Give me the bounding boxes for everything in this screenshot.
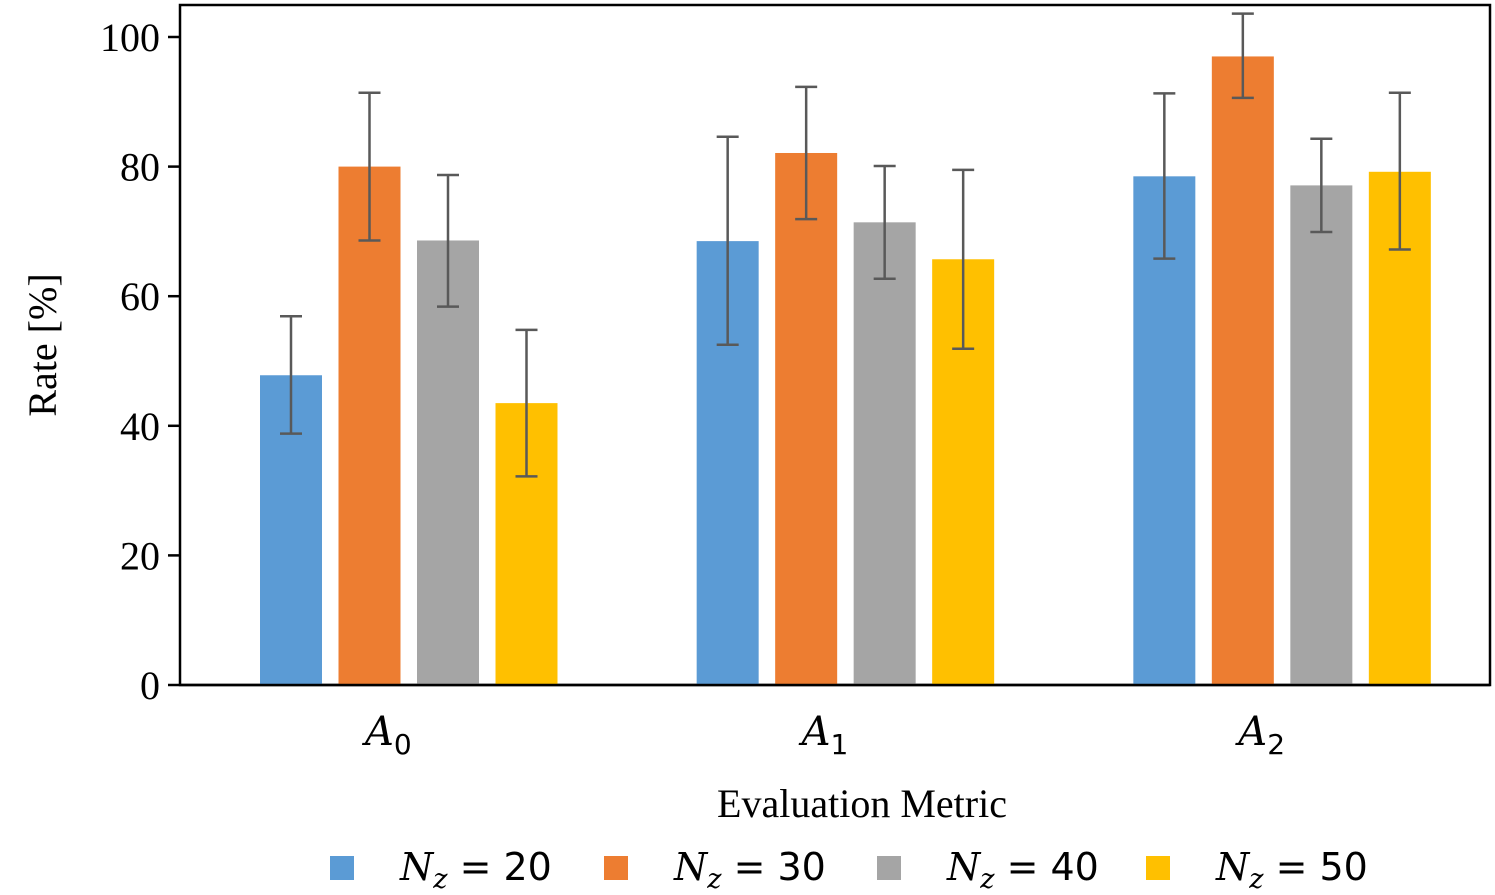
bar xyxy=(338,166,401,686)
y-axis: 0 20 40 60 80 100 xyxy=(100,15,180,708)
y-axis-title: Rate [%] xyxy=(20,273,65,416)
legend-item: Nz = 50 xyxy=(1146,845,1368,895)
legend-swatch xyxy=(330,856,354,880)
legend-label: Nz = 20 xyxy=(399,845,552,895)
error-bar xyxy=(716,135,739,347)
bar xyxy=(1211,56,1274,685)
legend-swatch xyxy=(1146,856,1170,880)
legend: Nz = 20 Nz = 30 Nz = 40 Nz = 50 xyxy=(330,845,1368,895)
legend-item: Nz = 20 xyxy=(330,845,552,895)
x-tick-label: A1 xyxy=(798,709,849,761)
error-bars-layer xyxy=(280,12,1411,478)
bar xyxy=(853,222,916,685)
bars-layer xyxy=(260,56,1431,686)
error-bar xyxy=(952,168,975,350)
y-tick-label: 0 xyxy=(140,663,160,708)
legend-swatch xyxy=(604,856,628,880)
y-tick-label: 100 xyxy=(100,15,160,60)
bar xyxy=(417,240,479,686)
y-tick-label: 20 xyxy=(120,533,160,578)
y-tick-label: 60 xyxy=(120,274,160,319)
x-tick-label: A0 xyxy=(361,709,412,761)
legend-item: Nz = 40 xyxy=(877,845,1099,895)
error-bar xyxy=(515,328,538,478)
legend-swatch xyxy=(877,856,901,880)
x-tick-label: A2 xyxy=(1234,709,1285,761)
error-bar xyxy=(1231,12,1254,100)
bar xyxy=(1368,171,1431,685)
error-bar xyxy=(437,173,459,308)
bar xyxy=(1133,176,1196,685)
y-tick-label: 40 xyxy=(120,404,160,449)
error-bar xyxy=(873,164,896,280)
error-bar xyxy=(280,315,302,435)
bar xyxy=(775,152,838,685)
legend-item: Nz = 30 xyxy=(604,845,826,895)
error-bar xyxy=(1310,137,1333,234)
y-tick-label: 80 xyxy=(120,145,160,190)
legend-label: Nz = 30 xyxy=(673,845,826,895)
error-bar xyxy=(1388,91,1411,251)
x-axis: A0 A1 A2 xyxy=(180,683,1490,761)
error-bar xyxy=(1153,92,1176,260)
bar xyxy=(1290,185,1353,685)
error-bar xyxy=(795,85,818,221)
legend-label: Nz = 50 xyxy=(1215,845,1368,895)
legend-label: Nz = 40 xyxy=(946,845,1099,895)
x-axis-title: Evaluation Metric xyxy=(717,781,1007,826)
error-bar xyxy=(358,91,381,242)
